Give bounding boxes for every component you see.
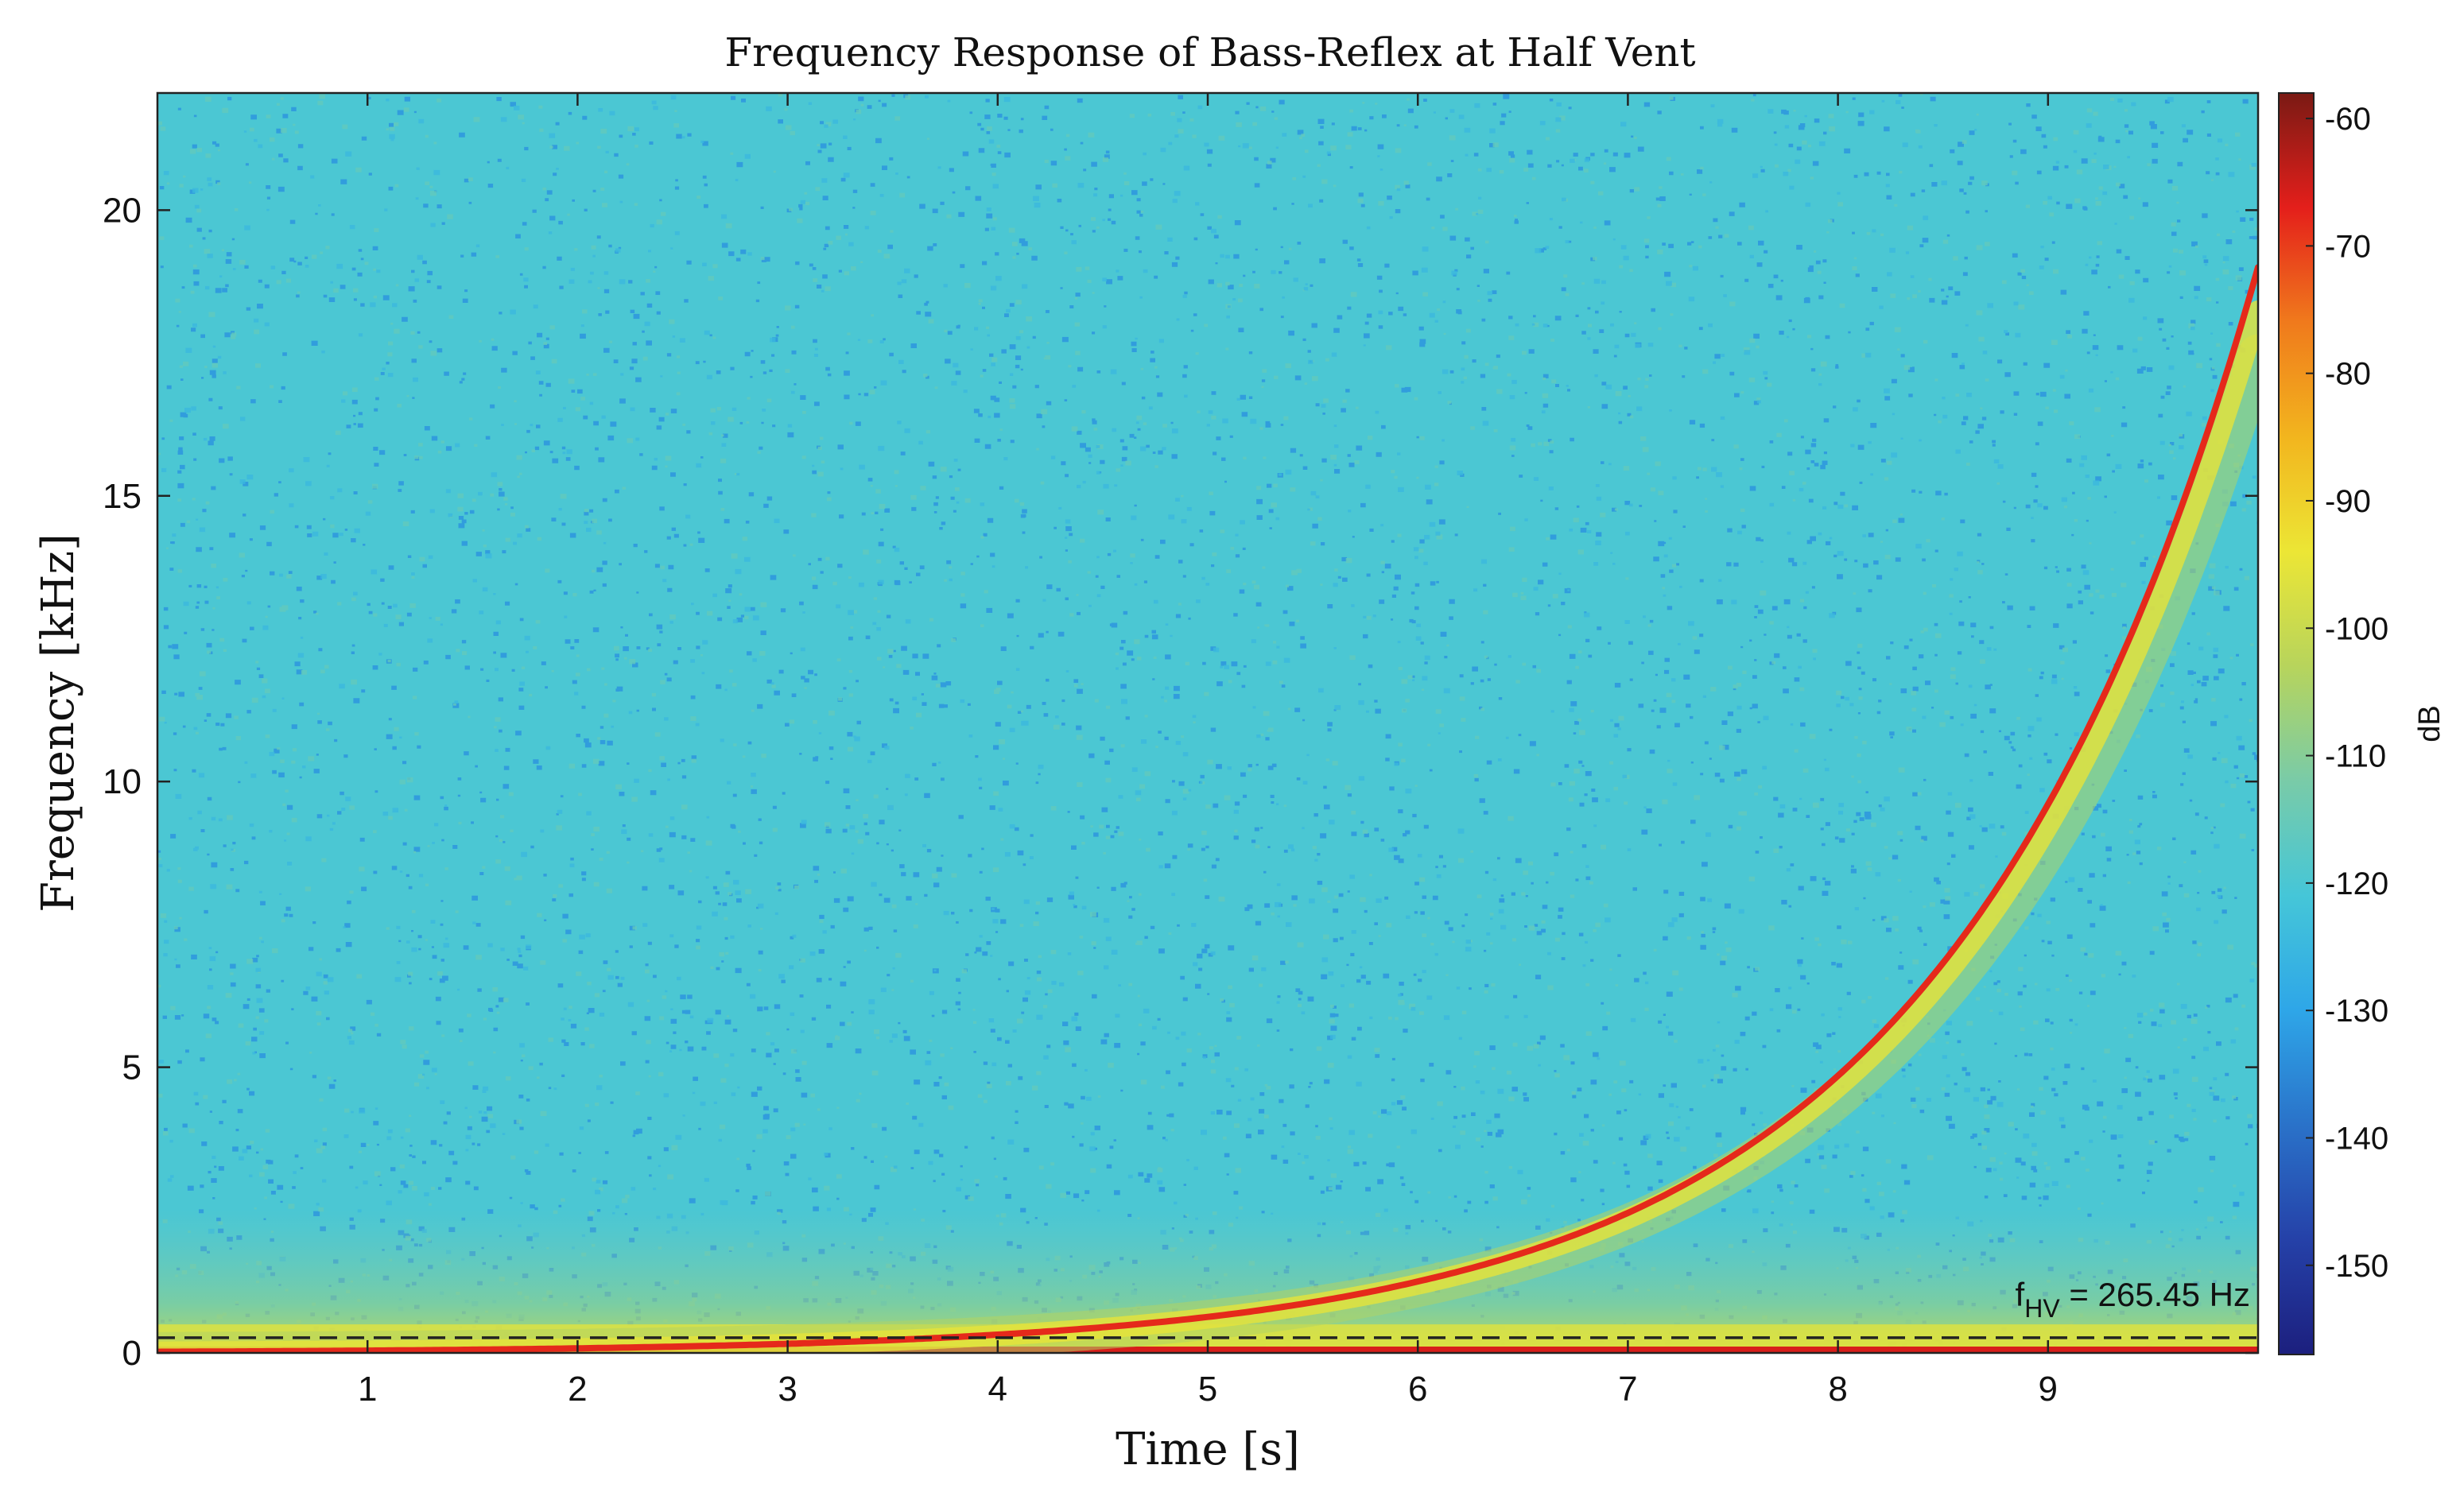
x-tick-label: 9 [2039, 1370, 2058, 1409]
spectrogram-plot-area [157, 93, 2258, 1353]
x-tick-label: 4 [988, 1370, 1007, 1409]
y-tick-label: 10 [103, 762, 142, 801]
colorbar-gradient [2278, 92, 2315, 1355]
x-tick-label: 5 [1198, 1370, 1217, 1409]
x-tick-label: 1 [358, 1370, 377, 1409]
colorbar-tick-label: -70 [2325, 229, 2371, 264]
y-axis-label: Frequency [kHz] [33, 533, 84, 913]
colorbar-tick-label: -80 [2325, 357, 2371, 392]
spectrogram-background [157, 93, 2258, 1353]
x-axis-label: Time [s] [1116, 1424, 1300, 1475]
reference-line-label: fHV = 265.45 Hz [2016, 1276, 2250, 1323]
ref-label-rest: = 265.45 Hz [2060, 1276, 2250, 1313]
y-axis: 0 5 10 15 20 [103, 191, 2258, 1373]
colorbar-tick-label: -90 [2325, 484, 2371, 519]
x-tick-label: 2 [568, 1370, 587, 1409]
colorbar-tick-label: -120 [2325, 866, 2388, 901]
colorbar-label: dB [2413, 705, 2447, 742]
colorbar-tick-label: -140 [2325, 1121, 2388, 1156]
chart-title: Frequency Response of Bass-Reflex at Hal… [724, 29, 1695, 76]
colorbar-ticks: -60 -70 -80 -90 -100 -110 -120 -130 -140 -150 [2306, 102, 2388, 1284]
y-tick-label: 15 [103, 477, 142, 516]
x-axis: 1 2 3 4 5 6 7 8 9 [358, 93, 2058, 1409]
colorbar: -60 -70 -80 -90 -100 -110 -120 -130 -140 -150 dB [2278, 92, 2447, 1355]
y-tick-label: 5 [122, 1048, 142, 1087]
y-tick-label: 0 [122, 1334, 142, 1373]
ref-label-sub: HV [2024, 1294, 2060, 1323]
y-tick-label: 20 [103, 191, 142, 230]
x-tick-label: 7 [1618, 1370, 1637, 1409]
colorbar-tick-label: -150 [2325, 1249, 2388, 1284]
ref-label-main: f [2016, 1276, 2025, 1313]
x-tick-label: 3 [778, 1370, 797, 1409]
colorbar-tick-label: -110 [2325, 739, 2386, 774]
sweep-trace [157, 264, 2258, 1353]
colorbar-tick-label: -100 [2325, 611, 2388, 646]
colorbar-tick-label: -60 [2325, 102, 2371, 137]
x-tick-label: 6 [1408, 1370, 1427, 1409]
sweep-core [157, 264, 2258, 1353]
x-tick-label: 8 [1828, 1370, 1847, 1409]
colorbar-tick-label: -130 [2325, 994, 2388, 1029]
